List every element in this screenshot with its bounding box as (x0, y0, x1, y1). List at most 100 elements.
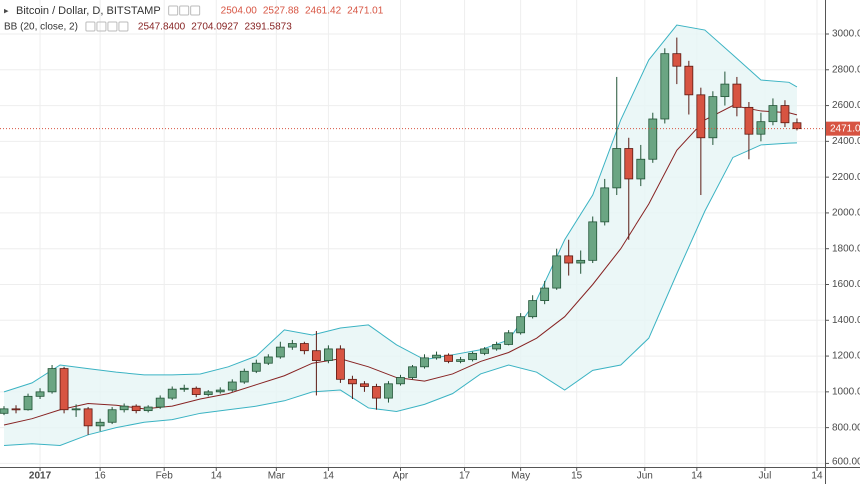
candle-body (11, 408, 21, 411)
y-tick-label: 2000.00 (832, 208, 860, 219)
candle-body (780, 105, 790, 124)
candle-body (203, 391, 213, 395)
candle-body (660, 53, 670, 120)
candle-body (299, 343, 309, 352)
candle-body (552, 255, 562, 289)
header-button (118, 21, 129, 32)
candle-body (155, 397, 165, 408)
band-lower (3, 142, 797, 447)
band-upper (3, 24, 798, 393)
candle-body (131, 405, 141, 412)
candle-body (311, 350, 321, 361)
y-tick-label: 1600.00 (832, 279, 860, 290)
candle-body (372, 386, 381, 399)
indicator-name: BB (20, close, 2) (4, 22, 78, 33)
candle-body (384, 383, 393, 399)
candle-body (576, 259, 586, 264)
header-value: 2391.5873 (244, 22, 292, 33)
y-tick-label: 2400.00 (832, 136, 860, 147)
y-tick-label: 1200.00 (832, 351, 860, 362)
y-tick-label: 800.00 (832, 422, 860, 433)
candle-body (95, 421, 105, 427)
candle-body (143, 406, 153, 412)
candle-body (227, 381, 237, 391)
last-price-label: 2471.01 (830, 123, 860, 134)
candle-body (504, 332, 514, 345)
candle-body (732, 83, 742, 108)
header-button (168, 5, 179, 16)
x-tick-label: Apr (393, 471, 409, 482)
candle-body (59, 368, 69, 411)
candle-body (600, 187, 610, 223)
candle-body (408, 366, 417, 378)
x-tick-label: May (511, 471, 530, 482)
candle-body (215, 389, 225, 393)
x-tick-label: Mar (268, 471, 286, 482)
candle-body (323, 348, 333, 361)
candle-body (167, 388, 177, 399)
candle-body (444, 354, 453, 362)
header-button (179, 5, 190, 16)
chart-title: Bitcoin / Dollar, D, BITSTAMP (16, 5, 161, 17)
candle-body (83, 408, 93, 427)
x-tick-label: 14 (691, 471, 703, 482)
x-tick-label: Jun (637, 471, 653, 482)
candle-body (708, 96, 718, 139)
x-tick-label: 14 (211, 471, 223, 482)
candle-body (648, 118, 658, 160)
candle-body (540, 287, 550, 301)
candle-body (624, 148, 634, 180)
candle-body (107, 409, 117, 423)
header-button (85, 21, 96, 32)
candle-body (336, 348, 345, 380)
plot-area (0, 0, 825, 467)
candle-body (35, 391, 45, 397)
last-price-box (826, 121, 860, 136)
candle-body (263, 356, 273, 364)
y-tick-label: 1000.00 (832, 386, 860, 397)
x-tick-label: 14 (323, 471, 335, 482)
candle-body (275, 346, 285, 358)
y-tick-label: 1400.00 (832, 315, 860, 326)
candle-body (768, 105, 778, 123)
candle-body (47, 368, 57, 393)
x-tick-label: 15 (571, 471, 583, 482)
candle-body (71, 408, 81, 411)
candle-body (492, 344, 502, 350)
candle-body (348, 378, 357, 385)
candle-body (612, 148, 622, 189)
candle-body (516, 316, 526, 334)
candle-body (191, 387, 201, 395)
header-value: 2704.0927 (191, 22, 239, 33)
candle-body (744, 106, 754, 135)
candle-body (528, 300, 538, 318)
x-tick-label: Jul (759, 471, 772, 482)
band-fill (4, 25, 797, 446)
candle-body (672, 53, 682, 67)
header-button (96, 21, 107, 32)
x-tick-label: 14 (811, 471, 823, 482)
x-tick-label: Feb (156, 471, 174, 482)
candle-body (396, 377, 405, 385)
header-value: 2461.42 (305, 6, 342, 17)
candle-body (588, 221, 598, 261)
y-tick-label: 2600.00 (832, 100, 860, 111)
header-value: 2527.88 (263, 6, 300, 17)
candle-body (0, 408, 9, 414)
header: ▸ Bitcoin / Dollar, D, BITSTAMP BB (20, … (4, 5, 161, 33)
candle-body (119, 405, 129, 411)
candle-body (468, 352, 477, 361)
candle-body (239, 370, 249, 383)
candle-body (23, 395, 33, 411)
candle-body (287, 343, 297, 348)
candle-body (792, 122, 802, 130)
candle-body (432, 354, 441, 359)
symbol-icon: ▸ (4, 5, 9, 15)
y-tick-label: 3000.00 (832, 29, 860, 40)
candle-body (251, 362, 261, 372)
x-tick-label: 17 (459, 471, 471, 482)
candle-body (480, 348, 489, 354)
header-value: 2471.01 (347, 6, 384, 17)
header-button (190, 5, 201, 16)
